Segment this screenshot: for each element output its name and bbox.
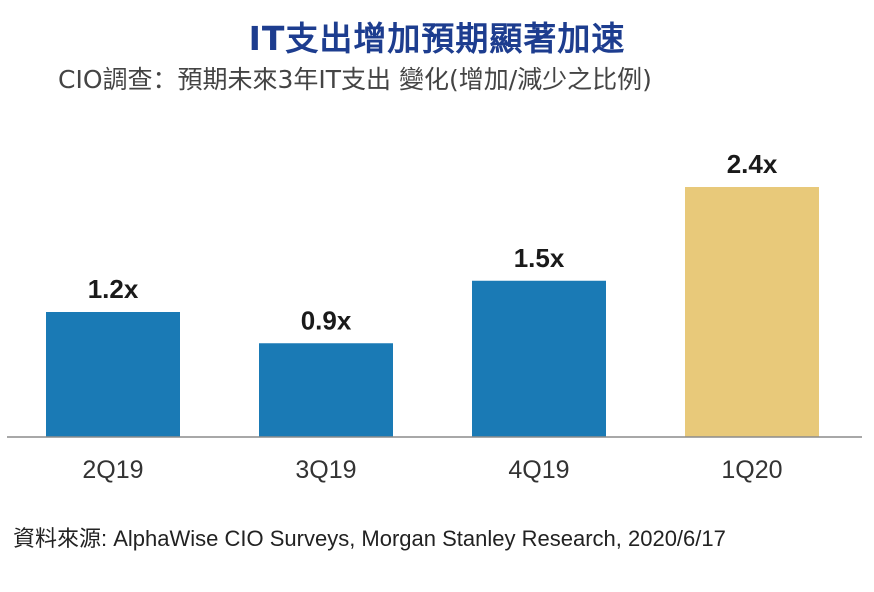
- bars-layer: [46, 187, 819, 437]
- data-label-4q19: 1.5x: [514, 243, 565, 273]
- bar-4q19: [472, 280, 606, 437]
- data-label-2q19: 1.2x: [88, 274, 139, 304]
- source-note: 資料來源: AlphaWise CIO Surveys, Morgan Stan…: [13, 526, 726, 551]
- x-tick-label-2q19: 2Q19: [82, 456, 143, 484]
- x-tick-label-4q19: 4Q19: [508, 456, 569, 484]
- data-label-3q19: 0.9x: [301, 305, 352, 335]
- chart-title: IT支出增加預期顯著加速: [248, 19, 626, 58]
- bar-3q19: [259, 343, 393, 437]
- data-labels-layer: 1.2x 0.9x 1.5x 2.4x: [88, 149, 778, 335]
- data-label-1q20: 2.4x: [727, 149, 778, 179]
- bar-1q20: [685, 187, 819, 437]
- chart-subtitle: CIO調查：預期未來3年IT支出 變化(增加/減少之比例): [58, 65, 652, 94]
- x-tick-label-3q19: 3Q19: [295, 456, 356, 484]
- x-tick-label-1q20: 1Q20: [721, 456, 782, 484]
- x-tick-labels-layer: 2Q19 3Q19 4Q19 1Q20: [82, 456, 782, 484]
- bar-2q19: [46, 312, 180, 437]
